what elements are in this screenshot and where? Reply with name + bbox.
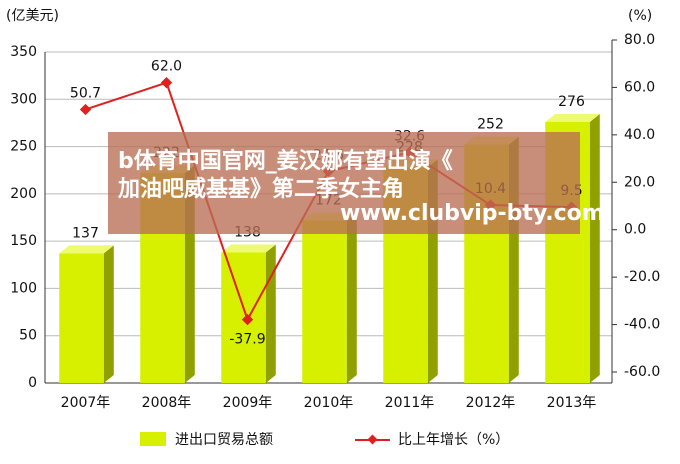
growth-marker — [241, 313, 254, 326]
growth-marker — [79, 103, 92, 116]
bar-label: 252 — [477, 117, 504, 133]
growth-label: -37.9 — [229, 332, 265, 348]
y2-tick-label: -60.0 — [624, 364, 660, 380]
x-tick-label: 2010年 — [304, 395, 354, 411]
y-tick-label: 250 — [10, 139, 37, 155]
y2-unit: (%) — [628, 8, 652, 24]
y2-tick-label: -40.0 — [624, 317, 660, 333]
x-tick-label: 2007年 — [61, 395, 111, 411]
bar — [59, 253, 104, 383]
growth-marker — [160, 77, 173, 89]
watermark-line: b体育中国官网_姜汉娜有望出演《 — [118, 148, 453, 174]
y-tick-label: 0 — [28, 375, 37, 391]
legend-bar-swatch — [140, 432, 166, 446]
bar-side — [103, 245, 114, 383]
y2-tick-label: 80.0 — [624, 32, 655, 48]
watermark-url: www.clubvip-bty.com.cn — [340, 201, 642, 226]
bar-side — [265, 244, 276, 383]
y-tick-label: 150 — [10, 233, 37, 249]
y2-tick-label: 40.0 — [624, 127, 655, 143]
x-tick-label: 2012年 — [466, 395, 516, 411]
growth-label: 50.7 — [70, 85, 101, 101]
y-tick-label: 300 — [10, 91, 37, 107]
x-tick-label: 2008年 — [142, 395, 192, 411]
y2-tick-label: 20.0 — [624, 174, 655, 190]
bar-top — [221, 244, 276, 253]
y-tick-label: 350 — [10, 44, 37, 60]
bar — [302, 220, 347, 383]
legend-label: 比上年增长（%） — [398, 432, 509, 448]
growth-label: 62.0 — [151, 59, 182, 75]
y2-tick-label: 0.0 — [624, 222, 646, 238]
y-tick-label: 200 — [10, 186, 37, 202]
y-unit: (亿美元) — [6, 8, 59, 24]
x-tick-label: 2013年 — [547, 395, 597, 411]
y2-tick-label: -20.0 — [624, 269, 660, 285]
bar-top — [59, 245, 114, 254]
legend-marker — [367, 434, 378, 445]
x-tick-label: 2009年 — [223, 395, 273, 411]
watermark-banner — [108, 132, 580, 234]
x-tick-label: 2011年 — [385, 395, 435, 411]
bar-top — [545, 113, 600, 122]
bar-side — [589, 113, 600, 384]
legend-label: 进出口贸易总额 — [175, 432, 273, 448]
watermark-line: 加油吧威基基》第二季女主角 — [117, 176, 404, 202]
bar-label: 276 — [558, 94, 585, 110]
y-tick-label: 100 — [10, 280, 37, 296]
bar — [221, 252, 266, 383]
bar-side — [346, 212, 357, 383]
bar-label: 137 — [72, 225, 99, 241]
y-tick-label: 50 — [19, 328, 37, 344]
y2-tick-label: 60.0 — [624, 79, 655, 95]
